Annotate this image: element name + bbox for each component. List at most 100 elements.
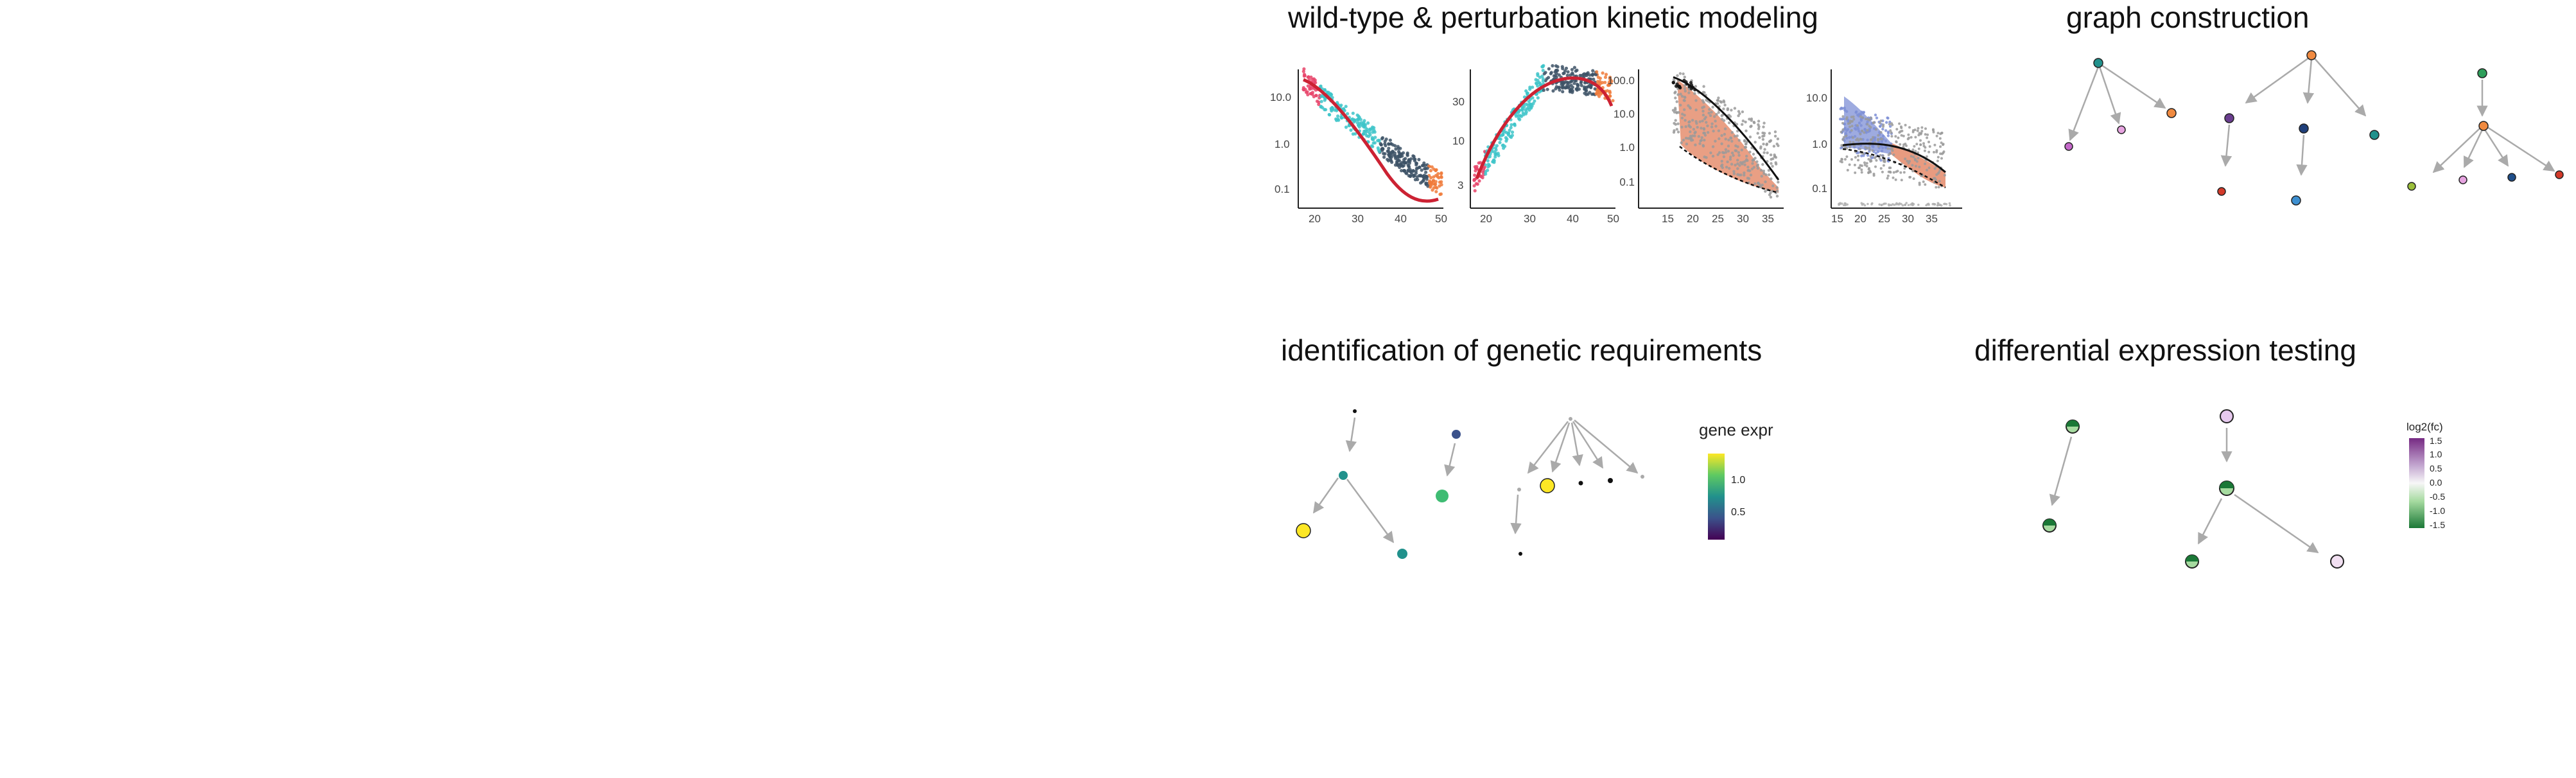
scatter-point (1879, 167, 1883, 170)
scatter-point (1673, 111, 1676, 114)
scatter-point (1384, 137, 1388, 141)
scatter-point (1572, 82, 1576, 85)
scatter-point (1843, 106, 1846, 110)
scatter-point (1711, 154, 1715, 158)
scatter-point (1700, 136, 1703, 139)
node (1436, 490, 1449, 502)
scatter-point (1863, 204, 1867, 207)
scatter-point (1674, 119, 1677, 122)
scatter-point (1730, 109, 1733, 112)
scatter-point (1850, 158, 1853, 161)
scatter-point (1603, 75, 1608, 79)
scatter-point (1364, 132, 1368, 136)
scatter-point (1591, 69, 1595, 73)
scatter-point (1886, 131, 1890, 135)
lower-fit (1679, 146, 1779, 194)
scatter-point (1874, 152, 1877, 155)
scatter-point (1736, 129, 1739, 133)
scatter-point (1928, 150, 1931, 154)
scatter-point (1730, 163, 1734, 166)
scatter-point (1940, 204, 1943, 207)
scatter-point (1852, 115, 1855, 118)
scatter-point (1577, 87, 1581, 91)
scatter-point (1389, 142, 1393, 146)
scatter-point (1859, 132, 1862, 136)
scatter-point (1879, 121, 1881, 125)
scatter-point (1881, 170, 1884, 173)
scatter-point (1698, 120, 1701, 123)
scatter-point (1510, 130, 1515, 134)
x-tick-label: 25 (1878, 213, 1890, 225)
scatter-point (1868, 167, 1870, 170)
scatter-point (1531, 85, 1535, 89)
scatter-point (1481, 170, 1485, 174)
scatter-point (1400, 169, 1404, 173)
scatter-point (1535, 81, 1538, 85)
x-tick-label: 40 (1567, 213, 1579, 225)
scatter-point (1534, 78, 1538, 82)
scatter-point (1892, 171, 1895, 174)
scatter-point (1902, 171, 1906, 174)
scatter-point (1676, 130, 1680, 134)
scatter-point (1679, 103, 1682, 107)
legend-tick: 1.0 (1731, 475, 1745, 486)
scatter-point (1377, 150, 1381, 154)
scatter-point (1845, 136, 1849, 140)
scatter-point (1889, 166, 1892, 170)
scatter-point (1859, 147, 1862, 150)
scatter-point (1740, 148, 1743, 152)
scatter-point (1592, 77, 1596, 81)
scatter-point (1388, 138, 1392, 142)
edge-arrow (2102, 64, 2166, 109)
scatter-point (1857, 139, 1860, 142)
scatter-point (1541, 65, 1545, 69)
scatter-point (1717, 96, 1720, 100)
scatter-point (1848, 163, 1851, 166)
scatter-point (1935, 186, 1938, 189)
scatter-point (1398, 155, 1402, 159)
scatter-point (1493, 155, 1497, 159)
scatter-point (1862, 111, 1865, 114)
scatter-point (1701, 145, 1705, 148)
edge-arrow (2068, 66, 2100, 141)
scatter-point (1775, 195, 1779, 198)
scatter-point (1758, 136, 1761, 139)
scatter-point (1719, 101, 1723, 104)
scatter-point (1911, 129, 1915, 132)
scatter-point (1859, 124, 1863, 127)
scatter-point (1884, 129, 1888, 132)
scatter-point (1923, 149, 1926, 152)
scatter-point (1601, 81, 1605, 85)
scatter-point (1864, 118, 1867, 121)
scatter-point (1928, 145, 1931, 148)
x-tick-label: 35 (1926, 213, 1938, 225)
scatter-point (1703, 134, 1707, 137)
scatter-point (1520, 108, 1524, 112)
scatter-point (1900, 134, 1903, 137)
scatter-point (1850, 125, 1854, 128)
scatter-point (1943, 202, 1945, 206)
scatter-point (1585, 88, 1588, 92)
scatter-point (1386, 149, 1389, 153)
scatter-point (1754, 182, 1757, 186)
scatter-point (1942, 143, 1944, 146)
scatter-point (1841, 115, 1845, 118)
edge-arrow (2296, 134, 2308, 176)
scatter-point (1879, 119, 1883, 122)
scatter-point (1561, 85, 1565, 89)
scatter-point (1677, 111, 1680, 114)
scatter-point (1737, 173, 1741, 177)
scatter-point (1852, 118, 1856, 121)
scatter-point (1541, 69, 1545, 73)
y-tick-label: 0.1 (1619, 176, 1635, 188)
scatter-point (1776, 137, 1780, 141)
scatter-point (1888, 123, 1891, 126)
scatter-point (1766, 151, 1769, 155)
scatter-point (1429, 185, 1432, 189)
scatter-point (1723, 103, 1727, 107)
scatter-point (1874, 156, 1877, 159)
legend-title: gene expr (1699, 420, 1773, 439)
scatter-point (1888, 204, 1890, 207)
scatter-point (1379, 142, 1382, 146)
scatter-point (1714, 125, 1718, 128)
